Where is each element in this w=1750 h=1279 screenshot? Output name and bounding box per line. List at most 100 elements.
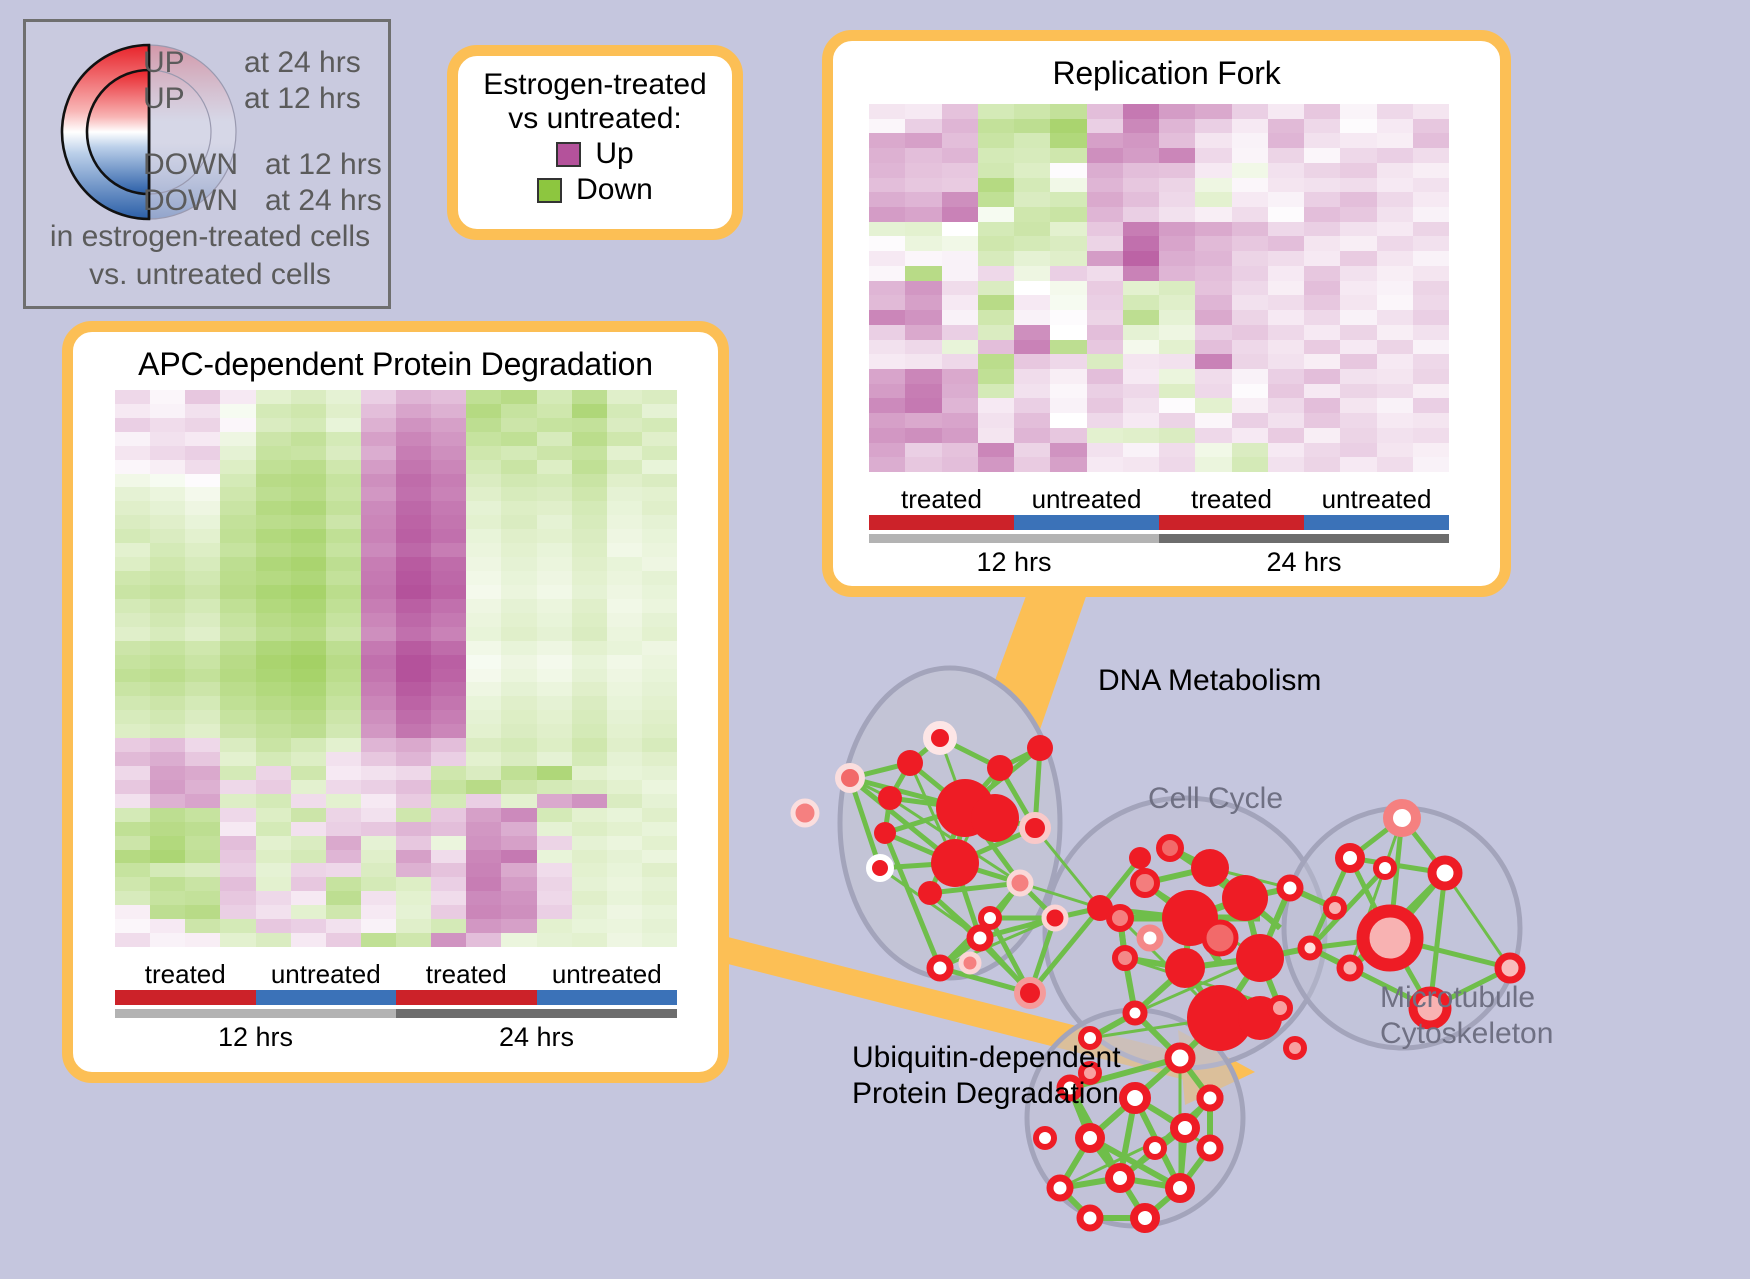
heatmap-cell — [466, 668, 502, 683]
heatmap-cell — [941, 398, 978, 414]
heatmap-cell — [606, 654, 642, 669]
heatmap-cell — [185, 933, 221, 947]
heatmap-cell — [115, 445, 151, 460]
heatmap-cell — [905, 148, 942, 163]
heatmap-cell — [571, 473, 607, 488]
heatmap-cell — [431, 710, 467, 725]
heatmap-cell — [255, 849, 291, 864]
heatmap-cell — [220, 710, 256, 725]
heatmap-cell — [1086, 104, 1123, 119]
heatmap-cell — [905, 354, 942, 369]
heatmap-cell — [641, 571, 677, 585]
heatmap-cell — [150, 459, 186, 474]
legend-item-up: Up — [458, 137, 732, 171]
heatmap-cell — [396, 543, 432, 558]
apc-group-labels: treated untreated treated untreated — [115, 959, 677, 990]
heatmap-cell — [220, 682, 256, 697]
heatmap-cell — [150, 738, 186, 753]
heatmap-cell — [1231, 162, 1268, 178]
heatmap-cell — [501, 640, 537, 655]
heatmap-cell — [606, 779, 642, 794]
heatmap-cell — [1231, 148, 1268, 163]
heatmap-cell — [501, 765, 537, 780]
heatmap-cell — [1195, 295, 1232, 311]
heatmap-cell — [466, 821, 502, 836]
heatmap-cell — [905, 442, 942, 458]
heatmap-cell — [869, 413, 906, 428]
key-time-down-12: at 12 hrs — [265, 148, 382, 181]
heatmap-cell — [1195, 104, 1232, 119]
heatmap-cell — [431, 877, 467, 892]
heatmap-cell — [150, 598, 186, 613]
heatmap-cell — [501, 557, 537, 572]
heatmap-cell — [325, 654, 361, 669]
heatmap-cell — [1014, 207, 1051, 222]
heatmap-cell — [360, 933, 396, 947]
heatmap-cell — [290, 598, 326, 613]
heatmap-cell — [325, 821, 361, 836]
heatmap-cell — [1412, 354, 1449, 369]
heatmap-cell — [1376, 383, 1413, 399]
heatmap-cell — [185, 877, 221, 892]
heatmap-cell — [185, 612, 221, 627]
heatmap-cell — [501, 403, 537, 418]
heatmap-cell — [1340, 265, 1377, 281]
heatmap-cell — [325, 696, 361, 711]
heatmap-cell — [1304, 413, 1341, 428]
heatmap-cell — [115, 403, 151, 418]
heatmap-cell — [905, 118, 942, 134]
heatmap-cell — [1304, 280, 1341, 296]
heatmap-cell — [1086, 221, 1123, 237]
heatmap-cell — [977, 354, 1014, 369]
heatmap-cell — [325, 557, 361, 572]
heatmap-cell — [1086, 413, 1123, 428]
legend-item-down: Down — [458, 173, 732, 207]
heatmap-cell — [501, 543, 537, 558]
heatmap-cell — [396, 807, 432, 822]
heatmap-cell — [1231, 295, 1268, 311]
heatmap-cell — [185, 459, 221, 474]
heatmap-cell — [1050, 118, 1087, 134]
heatmap-cell — [290, 445, 326, 460]
heatmap-cell — [1159, 398, 1196, 414]
heatmap-cell — [150, 793, 186, 808]
heatmap-cell — [220, 863, 256, 878]
heatmap-cell — [606, 529, 642, 544]
heatmap-cell — [977, 457, 1014, 472]
heatmap-cell — [571, 654, 607, 669]
heatmap-cell — [115, 640, 151, 655]
heatmap-cell — [396, 487, 432, 502]
heatmap-cell — [396, 752, 432, 766]
heatmap-cell — [1376, 324, 1413, 340]
heatmap-cell — [869, 104, 906, 119]
heatmap-cell — [220, 668, 256, 683]
heatmap-cell — [1159, 236, 1196, 252]
heatmap-cell — [1267, 118, 1304, 134]
heatmap-cell — [1014, 383, 1051, 399]
heatmap-cell — [905, 251, 942, 266]
treatment-bar-segment — [115, 990, 256, 1005]
heatmap-cell — [1086, 118, 1123, 134]
heatmap-cell — [185, 905, 221, 920]
heatmap-cell — [325, 933, 361, 947]
heatmap-cell — [571, 459, 607, 474]
heatmap-cell — [1376, 251, 1413, 266]
heatmap-cell — [115, 919, 151, 934]
heatmap-cell — [431, 863, 467, 878]
heatmap-cell — [1376, 427, 1413, 443]
heatmap-cell — [1340, 148, 1377, 163]
heatmap-cell — [466, 724, 502, 739]
heatmap-cell — [115, 779, 151, 794]
heatmap-cell — [290, 821, 326, 836]
heatmap-cell — [641, 584, 677, 599]
heatmap-cell — [1267, 207, 1304, 222]
heatmap-cell — [905, 324, 942, 340]
heatmap-cell — [290, 905, 326, 920]
heatmap-cell — [185, 417, 221, 432]
group-label-treated: treated — [901, 484, 982, 514]
heatmap-cell — [431, 905, 467, 920]
heatmap-cell — [1267, 368, 1304, 384]
heatmap-cell — [396, 654, 432, 669]
heatmap-cell — [606, 738, 642, 753]
heatmap-cell — [150, 724, 186, 739]
